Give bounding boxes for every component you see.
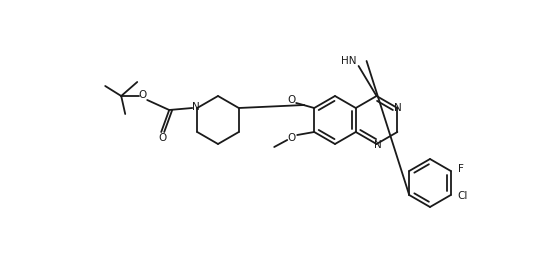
Text: O: O bbox=[287, 133, 295, 143]
Text: N: N bbox=[192, 102, 200, 112]
Text: O: O bbox=[138, 90, 146, 100]
Text: N: N bbox=[374, 140, 381, 150]
Text: F: F bbox=[458, 164, 464, 174]
Text: O: O bbox=[287, 95, 295, 105]
Text: O: O bbox=[158, 133, 166, 143]
Text: N: N bbox=[395, 103, 402, 113]
Text: HN: HN bbox=[341, 56, 356, 66]
Text: Cl: Cl bbox=[458, 191, 468, 201]
